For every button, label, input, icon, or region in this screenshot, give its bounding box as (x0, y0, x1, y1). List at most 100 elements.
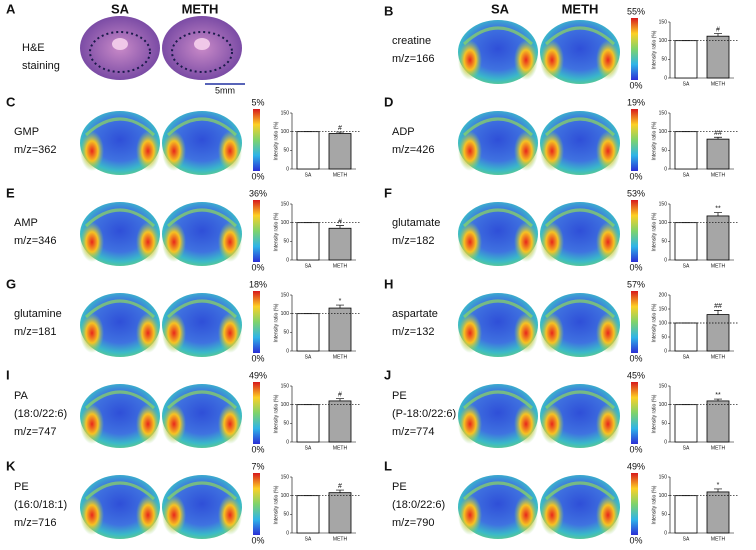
brain-image (162, 384, 242, 448)
column-header: SA (491, 1, 510, 16)
panel-label: glutamate (392, 217, 440, 229)
colorbar-min: 0% (251, 535, 264, 545)
colorbar (631, 382, 638, 444)
y-tick-label: 50 (661, 421, 667, 427)
x-tick-label: SA (305, 445, 312, 451)
x-tick-label: SA (683, 354, 690, 360)
y-axis-label: Intensity ratio (%) (273, 394, 279, 433)
x-tick-label: SA (683, 172, 690, 178)
panel-label: m/z=181 (14, 326, 57, 338)
x-tick-label: METH (711, 263, 726, 269)
x-tick-label: METH (711, 81, 726, 87)
panel-letter: L (384, 458, 392, 473)
bar (296, 495, 320, 534)
y-tick-label: 50 (661, 57, 667, 63)
column-header: SA (111, 1, 130, 16)
colorbar (631, 200, 638, 262)
y-axis-label: Intensity ratio (%) (651, 303, 657, 342)
y-tick-label: 100 (659, 320, 668, 326)
cortex-band (462, 390, 534, 410)
y-tick-label: 0 (286, 166, 289, 172)
y-axis-label: Intensity ratio (%) (651, 212, 657, 251)
hot-region (540, 40, 564, 80)
panel-label: m/z=716 (14, 517, 57, 529)
cortex-band (166, 299, 238, 319)
hot-region (162, 131, 186, 171)
panel-label: m/z=346 (14, 235, 57, 247)
error-bar (336, 489, 344, 493)
error-bar (714, 136, 722, 140)
scale-label: 5mm (215, 85, 235, 95)
panel-label: m/z=182 (392, 235, 435, 247)
colorbar-max: 49% (627, 461, 645, 471)
error-bar (336, 225, 344, 229)
y-tick-label: 150 (281, 292, 290, 298)
colorbar (631, 18, 638, 80)
hot-region (596, 40, 620, 80)
panel-letter: K (6, 458, 16, 473)
cortex-band (462, 299, 534, 319)
cortex-band (462, 117, 534, 137)
hot-region (80, 131, 104, 171)
brain-image (540, 475, 620, 539)
y-tick-label: 100 (281, 129, 290, 135)
hot-region (218, 495, 242, 535)
significance: * (339, 298, 342, 305)
y-tick-label: 0 (664, 257, 667, 263)
brain-image (458, 475, 538, 539)
significance: * (717, 482, 720, 489)
colorbar-min: 0% (629, 444, 642, 454)
y-tick-label: 100 (659, 129, 668, 135)
colorbar (253, 109, 260, 171)
colorbar-max: 5% (251, 97, 264, 107)
panel-label: m/z=426 (392, 144, 435, 156)
colorbar-min: 0% (629, 262, 642, 272)
colorbar (253, 291, 260, 353)
colorbar-min: 0% (629, 535, 642, 545)
y-tick-label: 150 (659, 110, 668, 116)
hot-region (514, 404, 538, 444)
bar (674, 131, 698, 170)
cortex-band (462, 208, 534, 228)
cortex-band (84, 299, 156, 319)
y-tick-label: 150 (659, 19, 668, 25)
y-tick-label: 150 (281, 201, 290, 207)
brain-image (162, 293, 242, 357)
brain-image (162, 475, 242, 539)
cortex-band (84, 390, 156, 410)
colorbar-min: 0% (251, 444, 264, 454)
y-tick-label: 100 (281, 311, 290, 317)
cortex-band (166, 208, 238, 228)
panel-label: PE (14, 481, 29, 493)
y-tick-label: 50 (283, 512, 289, 518)
colorbar-max: 36% (249, 188, 267, 198)
x-tick-label: METH (711, 354, 726, 360)
significance: ** (715, 205, 721, 212)
hot-region (218, 131, 242, 171)
bar (674, 40, 698, 79)
panel-letter: C (6, 94, 16, 109)
colorbar-min: 0% (629, 80, 642, 90)
x-tick-label: METH (711, 536, 726, 542)
x-tick-label: SA (305, 536, 312, 542)
y-tick-label: 0 (664, 166, 667, 172)
cortex-band (166, 117, 238, 137)
panel-label: glutamine (14, 308, 62, 320)
x-tick-label: METH (711, 445, 726, 451)
y-axis-label: Intensity ratio (%) (651, 30, 657, 69)
significance: # (716, 26, 720, 33)
hot-region (218, 222, 242, 262)
hot-region (458, 313, 482, 353)
y-axis-label: Intensity ratio (%) (273, 303, 279, 342)
panel-label: (P-18:0/22:6) (392, 408, 456, 420)
hot-region (458, 495, 482, 535)
y-tick-label: 50 (283, 239, 289, 245)
panel-label: AMP (14, 217, 38, 229)
y-tick-label: 100 (281, 402, 290, 408)
y-tick-label: 100 (281, 493, 290, 499)
error-bar (714, 33, 722, 37)
hot-region (514, 40, 538, 80)
brain-image (80, 293, 160, 357)
bar (674, 222, 698, 261)
